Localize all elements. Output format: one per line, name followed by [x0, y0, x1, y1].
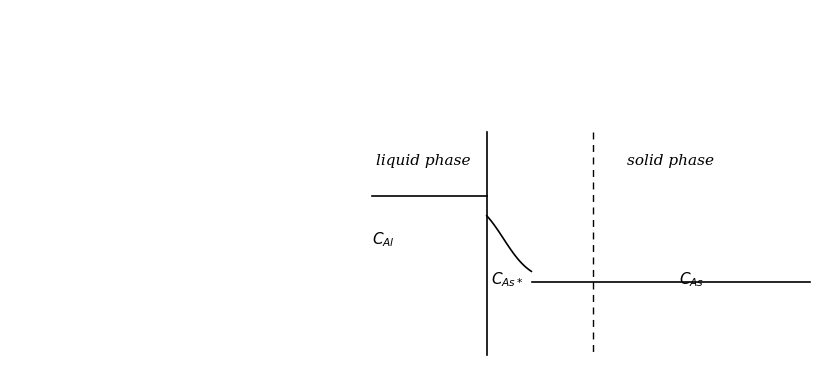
Text: $C_{Al}$: $C_{Al}$ — [372, 230, 395, 249]
Text: liquid phase: liquid phase — [375, 154, 470, 168]
Text: solid phase: solid phase — [627, 154, 714, 168]
Text: $C_{As}$: $C_{As}$ — [679, 270, 703, 290]
Text: $C_{As*}$: $C_{As*}$ — [491, 270, 524, 290]
